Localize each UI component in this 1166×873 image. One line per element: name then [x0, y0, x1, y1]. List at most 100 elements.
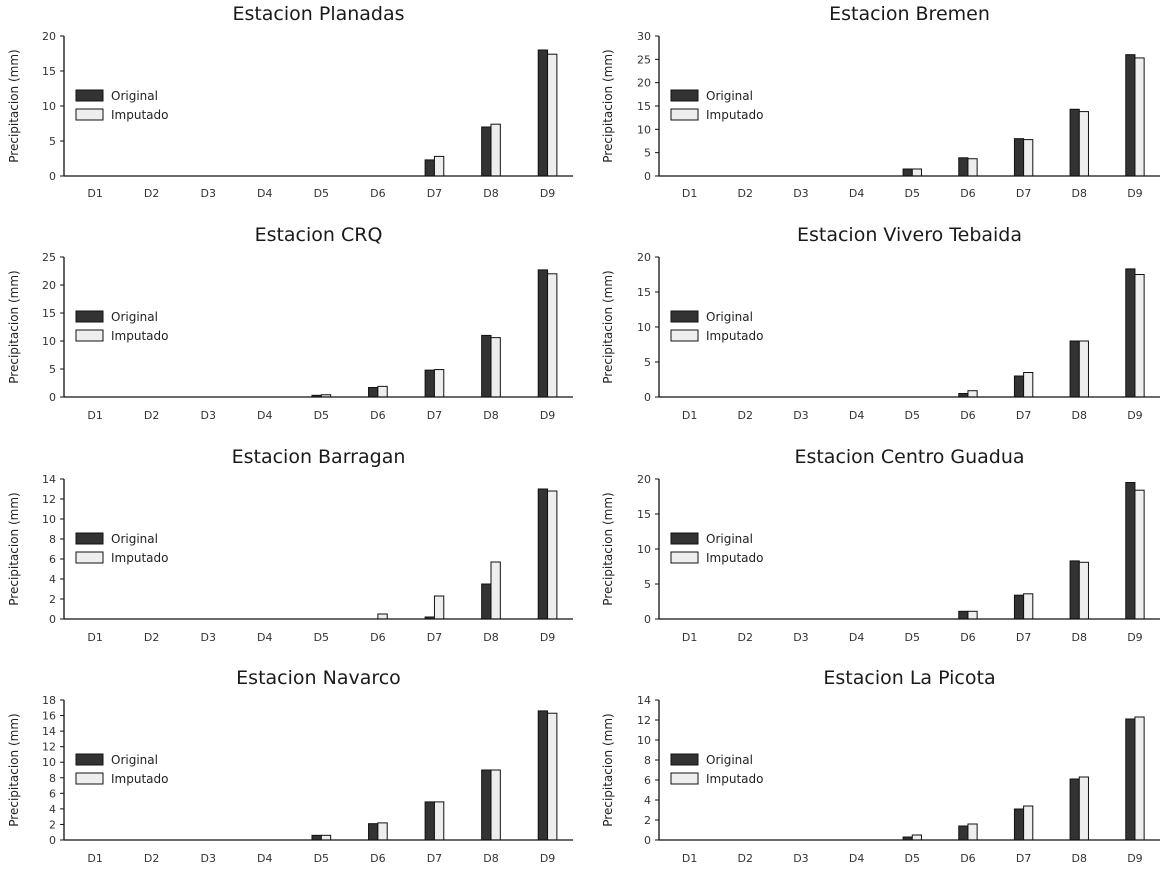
chart-panel: Estacion La Picota Precipitacion (mm) 0 2 4 6…: [601, 667, 1160, 865]
legend: Original Imputado: [75, 532, 168, 565]
x-tick-label: D7: [427, 631, 442, 644]
bar-imputado: [1078, 776, 1089, 841]
bar-original: [1125, 718, 1136, 841]
x-tick-label: D7: [1016, 631, 1031, 644]
bar-original: [311, 834, 322, 841]
chart-title: Estacion Centro Guadua: [794, 446, 1024, 468]
chart-panel: Estacion Vivero Tebaida Precipitacion (mm…: [601, 224, 1160, 422]
y-tick-label: 5: [49, 135, 56, 148]
x-tick-label: D7: [1016, 409, 1031, 422]
bar-original: [1013, 808, 1025, 841]
y-tick-label: 2: [644, 814, 651, 827]
x-tick-label: D3: [200, 631, 215, 644]
y-tick-label: 14: [42, 725, 56, 738]
y-tick-label: 6: [644, 774, 651, 787]
legend-swatch: [75, 772, 104, 785]
y-tick-label: 20: [42, 30, 56, 43]
x-tick-label: D6: [960, 409, 975, 422]
y-tick-label: 12: [42, 493, 56, 506]
bar-imputado: [1134, 716, 1145, 841]
y-tick-label: 10: [42, 513, 56, 526]
bar-original: [424, 801, 435, 841]
legend: Original Imputado: [670, 89, 763, 122]
legend-swatch: [75, 310, 104, 323]
bar-original: [368, 823, 379, 841]
chart-title: Estacion Planadas: [232, 3, 404, 25]
y-tick-label: 25: [42, 251, 56, 264]
x-tick-label: D8: [483, 852, 498, 865]
bar-original: [1069, 560, 1080, 620]
legend: Original Imputado: [75, 89, 168, 122]
x-tick-label: D6: [370, 187, 385, 200]
x-tick-label: D1: [682, 187, 697, 200]
bar-imputado: [1134, 274, 1145, 398]
legend-label: Original: [706, 753, 753, 767]
bar-imputado: [547, 273, 558, 398]
y-tick-label: 4: [49, 573, 56, 586]
x-tick-label: D7: [427, 852, 442, 865]
legend-label: Original: [706, 310, 753, 324]
bar-original: [902, 168, 913, 177]
chart-title: Estacion Navarco: [236, 667, 401, 689]
legend-label: Imputado: [111, 108, 168, 122]
x-tick-label: D3: [793, 187, 808, 200]
x-tick-label: D8: [483, 409, 498, 422]
x-tick-label: D6: [960, 852, 975, 865]
legend-label: Original: [111, 89, 158, 103]
legend-label: Original: [111, 753, 158, 767]
bar-original: [1013, 375, 1025, 398]
y-tick-label: 0: [644, 170, 651, 183]
x-tick-label: D6: [960, 631, 975, 644]
x-tick-label: D5: [905, 409, 920, 422]
x-tick-label: D1: [682, 409, 697, 422]
x-tick-label: D8: [1072, 187, 1087, 200]
legend-swatch: [670, 89, 699, 102]
legend-label: Original: [706, 89, 753, 103]
x-tick-label: D8: [483, 187, 498, 200]
y-axis-label: Precipitacion (mm): [601, 270, 615, 383]
y-tick-label: 30: [637, 30, 651, 43]
y-tick-label: 10: [42, 100, 56, 113]
x-tick-label: D1: [87, 187, 102, 200]
bar-imputado: [967, 158, 978, 177]
x-tick-label: D4: [257, 187, 272, 200]
legend-swatch: [670, 108, 699, 121]
y-tick-label: 0: [49, 170, 56, 183]
y-tick-label: 16: [42, 710, 56, 723]
legend: Original Imputado: [75, 310, 168, 343]
y-axis-label: Precipitacion (mm): [7, 270, 21, 383]
y-tick-label: 15: [42, 65, 56, 78]
legend-label: Original: [111, 310, 158, 324]
legend: Original Imputado: [670, 532, 763, 565]
y-tick-label: 0: [49, 391, 56, 404]
bar-original: [537, 710, 549, 841]
x-tick-label: D3: [793, 409, 808, 422]
y-tick-label: 18: [42, 694, 56, 707]
chart-title: Estacion Barragan: [232, 446, 406, 468]
chart-panel: Estacion CRQ Precipitacion (mm) 0 5 10 15 20 25…: [7, 224, 573, 422]
x-tick-label: D2: [738, 852, 753, 865]
x-tick-label: D9: [540, 852, 555, 865]
y-axis-label: Precipitacion (mm): [7, 713, 21, 826]
x-tick-label: D5: [314, 187, 329, 200]
x-tick-label: D4: [849, 852, 864, 865]
x-tick-label: D1: [87, 409, 102, 422]
x-tick-label: D6: [370, 852, 385, 865]
bar-imputado: [490, 123, 501, 177]
y-tick-label: 10: [637, 321, 651, 334]
bar-imputado: [433, 155, 445, 177]
y-tick-label: 5: [49, 363, 56, 376]
bar-original: [958, 157, 969, 177]
bar-imputado: [1134, 489, 1145, 620]
bar-imputado: [490, 337, 501, 398]
bar-original: [481, 583, 492, 620]
y-tick-label: 2: [49, 593, 56, 606]
y-tick-label: 0: [644, 834, 651, 847]
bar-original: [424, 369, 435, 398]
x-tick-label: D9: [540, 409, 555, 422]
legend-swatch: [670, 551, 699, 564]
bar-imputado: [547, 490, 558, 620]
bar-original: [537, 269, 549, 398]
bar-original: [1069, 108, 1080, 177]
x-tick-label: D5: [314, 852, 329, 865]
